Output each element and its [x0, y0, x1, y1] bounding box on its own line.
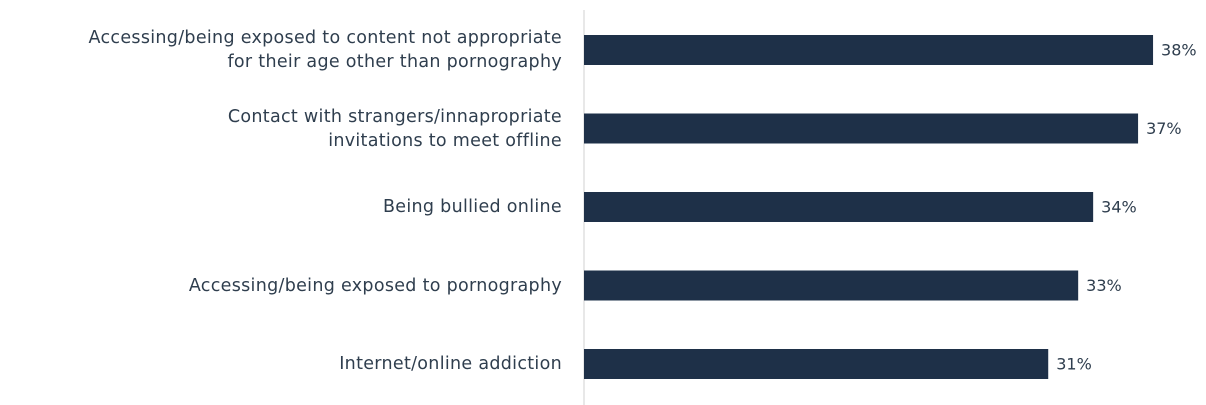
bar [584, 349, 1049, 379]
category-label: Internet/online addiction [339, 354, 562, 374]
bar [584, 113, 1139, 144]
bar [584, 35, 1154, 65]
value-label: 38% [1161, 41, 1197, 60]
value-label: 31% [1056, 355, 1092, 374]
value-label: 33% [1086, 276, 1122, 295]
category-label: Being bullied online [382, 197, 562, 217]
value-label: 37% [1146, 119, 1182, 138]
category-label: Accessing/being exposed to pornography [188, 275, 562, 296]
value-label: 34% [1101, 198, 1137, 217]
bar [584, 192, 1094, 222]
category-label: Accessing/being exposed to content not a… [88, 28, 562, 72]
bar [584, 270, 1079, 301]
category-label: Contact with strangers/innapropriate inv… [227, 106, 562, 151]
